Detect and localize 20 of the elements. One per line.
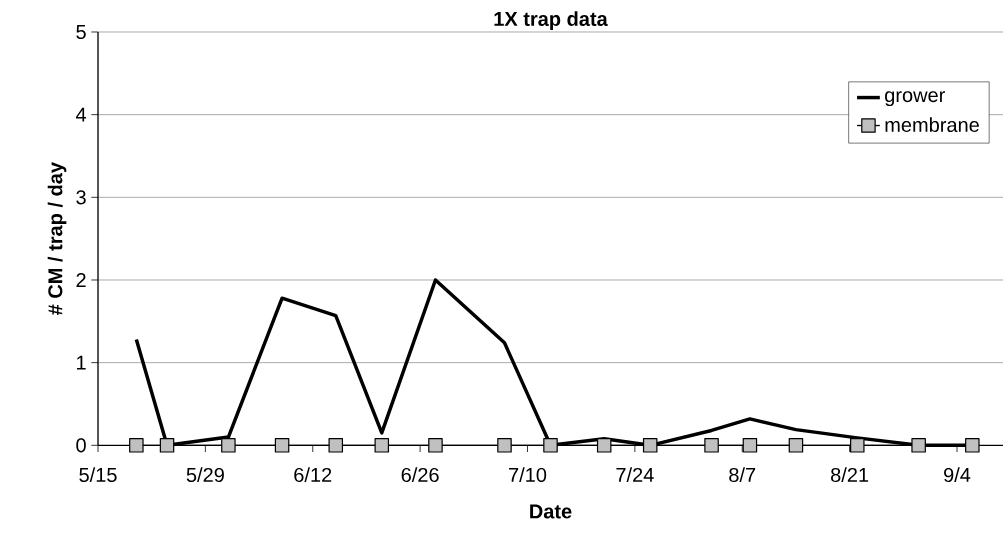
y-axis-title: # CM / trap / day bbox=[47, 162, 67, 316]
legend-label: grower bbox=[885, 91, 946, 107]
y-tick-label: 2 bbox=[76, 273, 86, 287]
x-tick-label: 6/26 bbox=[401, 467, 439, 483]
x-tick-label: 9/4 bbox=[944, 467, 971, 483]
chart-title: 1X trap data bbox=[494, 11, 608, 30]
x-tick-label: 7/24 bbox=[616, 467, 654, 483]
y-tick-label: 5 bbox=[76, 25, 86, 39]
x-tick-label: 8/21 bbox=[831, 467, 869, 483]
legend-label: membrane bbox=[885, 117, 979, 132]
x-tick-label: 7/10 bbox=[509, 467, 547, 483]
y-tick-label: 3 bbox=[76, 190, 86, 205]
x-axis-title: Date bbox=[530, 504, 572, 519]
y-tick-label: 1 bbox=[77, 355, 86, 370]
x-tick-label: 5/29 bbox=[186, 467, 224, 483]
x-tick-label: 6/12 bbox=[294, 467, 332, 483]
y-tick-label: 4 bbox=[75, 107, 87, 122]
x-tick-label: 8/7 bbox=[729, 467, 756, 483]
x-tick-label: 5/15 bbox=[79, 467, 117, 483]
y-tick-label: 0 bbox=[76, 438, 86, 453]
